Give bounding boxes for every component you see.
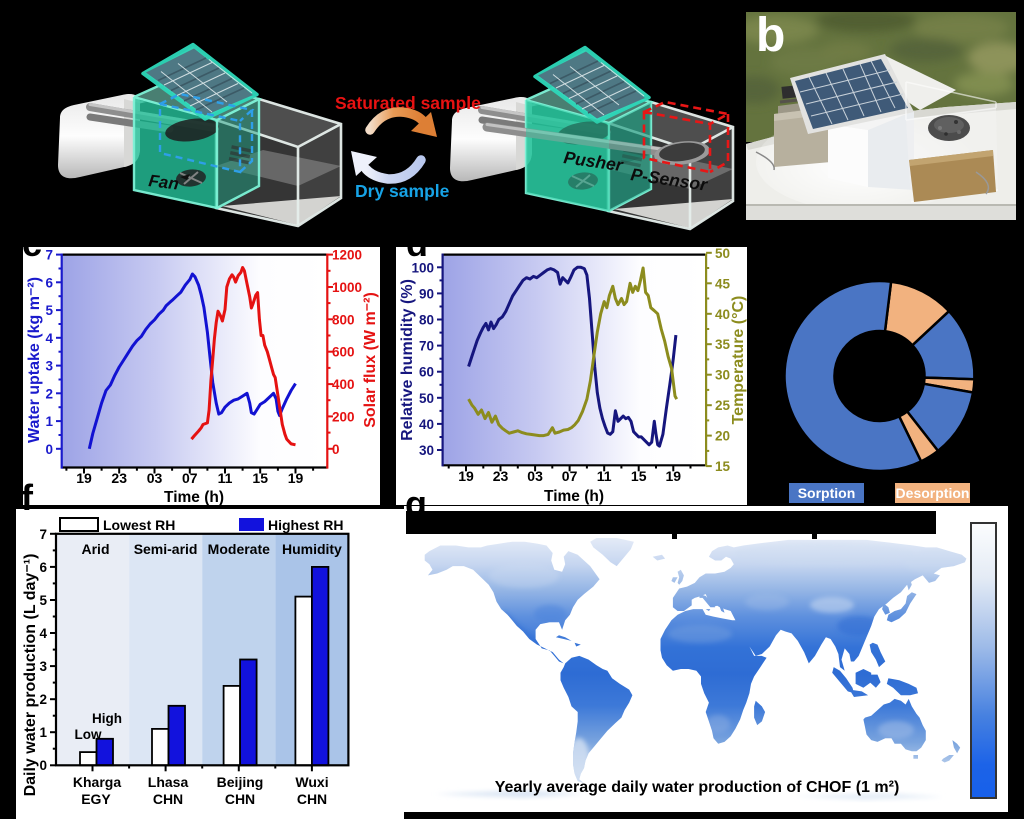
svg-text:50: 50 xyxy=(715,247,730,261)
svg-text:4: 4 xyxy=(39,626,47,641)
svg-text:Temperature (°C): Temperature (°C) xyxy=(730,296,747,425)
svg-text:Saturated sample: Saturated sample xyxy=(335,93,481,113)
svg-text:90: 90 xyxy=(419,286,434,301)
svg-text:Wuxi: Wuxi xyxy=(295,774,328,790)
svg-text:Water uptake (kg m⁻²): Water uptake (kg m⁻²) xyxy=(26,277,43,443)
svg-text:Time (h): Time (h) xyxy=(164,489,224,505)
svg-text:Yearly average daily water pro: Yearly average daily water production of… xyxy=(495,779,900,796)
svg-text:Lhasa: Lhasa xyxy=(148,774,189,790)
svg-text:30: 30 xyxy=(419,443,434,458)
svg-text:07: 07 xyxy=(562,468,578,484)
svg-text:Fan: Fan xyxy=(148,171,180,194)
svg-text:Moderate: Moderate xyxy=(208,541,270,557)
svg-text:0: 0 xyxy=(332,442,340,457)
svg-text:1200: 1200 xyxy=(332,248,362,263)
svg-text:3: 3 xyxy=(39,659,47,674)
svg-text:Arid: Arid xyxy=(82,541,110,557)
svg-text:1: 1 xyxy=(39,725,47,740)
svg-text:7: 7 xyxy=(45,248,53,263)
svg-text:Highest RH: Highest RH xyxy=(268,517,343,533)
svg-text:800: 800 xyxy=(332,312,355,327)
svg-text:15: 15 xyxy=(631,468,647,484)
svg-text:19: 19 xyxy=(458,468,474,484)
svg-text:11: 11 xyxy=(218,470,233,486)
svg-text:6: 6 xyxy=(39,560,47,575)
svg-text:07: 07 xyxy=(182,470,198,486)
svg-text:Humidity: Humidity xyxy=(282,541,342,557)
svg-text:Low: Low xyxy=(75,727,102,742)
svg-text:23: 23 xyxy=(493,468,509,484)
svg-text:Daily water production (L day⁻: Daily water production (L day⁻¹) xyxy=(22,554,39,797)
svg-text:45: 45 xyxy=(715,276,731,291)
svg-text:15: 15 xyxy=(252,470,268,486)
svg-text:Relative humidity (%): Relative humidity (%) xyxy=(399,279,416,441)
svg-text:600: 600 xyxy=(332,345,355,360)
svg-text:50: 50 xyxy=(419,391,434,406)
svg-text:CHN: CHN xyxy=(153,791,183,807)
svg-text:High: High xyxy=(92,711,122,726)
svg-text:400: 400 xyxy=(332,377,355,392)
svg-text:60: 60 xyxy=(419,365,434,380)
svg-text:2: 2 xyxy=(39,692,47,707)
svg-text:Dry sample: Dry sample xyxy=(355,181,450,201)
svg-text:19: 19 xyxy=(666,468,682,484)
svg-text:2: 2 xyxy=(45,386,53,401)
svg-text:5: 5 xyxy=(45,303,53,318)
svg-text:CHN: CHN xyxy=(225,791,255,807)
svg-text:1000: 1000 xyxy=(332,280,362,295)
svg-text:7: 7 xyxy=(39,527,47,542)
svg-text:25: 25 xyxy=(715,398,731,413)
svg-text:6: 6 xyxy=(45,275,53,290)
svg-text:Kharga: Kharga xyxy=(73,774,121,790)
svg-text:19: 19 xyxy=(288,470,304,486)
svg-text:11: 11 xyxy=(597,468,612,484)
svg-text:4: 4 xyxy=(45,331,53,346)
svg-text:70: 70 xyxy=(419,339,434,354)
svg-text:Lowest RH: Lowest RH xyxy=(103,517,175,533)
svg-text:EGY: EGY xyxy=(81,791,111,807)
svg-text:80: 80 xyxy=(419,313,434,328)
svg-text:Semi-arid: Semi-arid xyxy=(134,541,198,557)
svg-text:3: 3 xyxy=(45,359,53,374)
svg-text:200: 200 xyxy=(332,409,355,424)
svg-text:Time (h): Time (h) xyxy=(544,488,604,505)
svg-text:20: 20 xyxy=(715,429,730,444)
svg-text:100: 100 xyxy=(411,260,434,275)
svg-text:15: 15 xyxy=(715,459,731,474)
svg-text:0: 0 xyxy=(45,442,53,457)
svg-text:23: 23 xyxy=(111,470,127,486)
svg-text:CHN: CHN xyxy=(297,791,327,807)
svg-text:03: 03 xyxy=(147,470,163,486)
svg-text:1: 1 xyxy=(45,414,53,429)
svg-text:5: 5 xyxy=(39,593,47,608)
svg-text:19: 19 xyxy=(76,470,92,486)
svg-text:40: 40 xyxy=(715,307,730,322)
svg-text:03: 03 xyxy=(527,468,543,484)
svg-text:Solar flux (W m⁻²): Solar flux (W m⁻²) xyxy=(362,292,379,428)
svg-text:0: 0 xyxy=(39,758,47,773)
svg-text:Beijing: Beijing xyxy=(217,774,264,790)
svg-text:40: 40 xyxy=(419,417,434,432)
svg-text:b: b xyxy=(756,12,785,62)
svg-text:30: 30 xyxy=(715,368,730,383)
svg-text:35: 35 xyxy=(715,337,731,352)
